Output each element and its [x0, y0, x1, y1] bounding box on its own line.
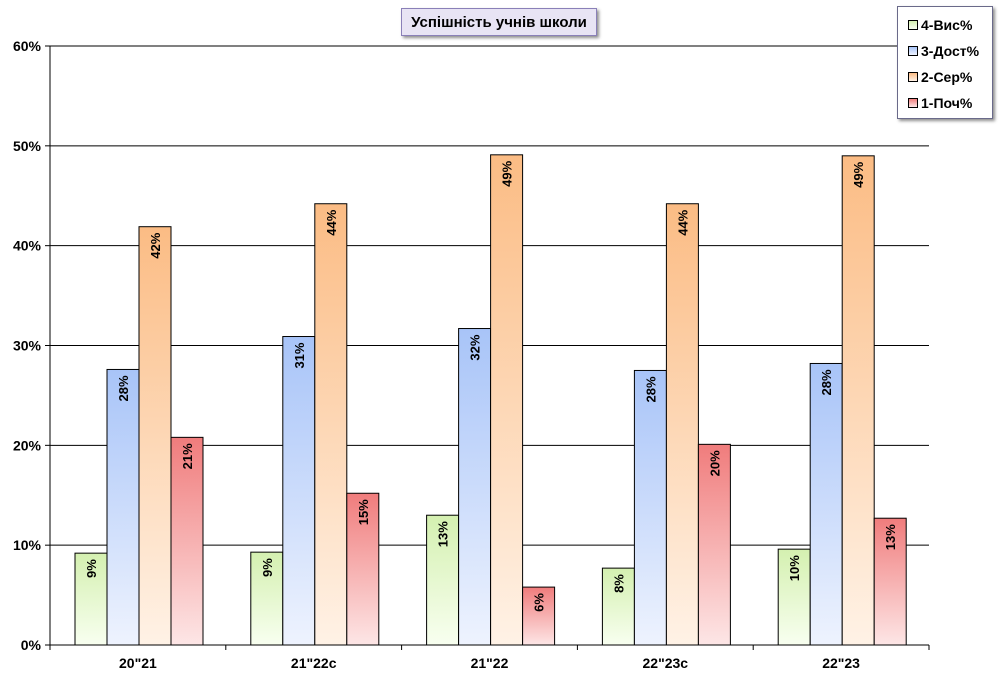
- x-category-label: 22"23: [822, 655, 860, 671]
- legend-item: 4-Вис%: [908, 12, 992, 38]
- data-label: 15%: [356, 499, 371, 525]
- x-axis-category-labels: 20"21 21"22с 21"22 22"23с 22"23: [119, 655, 860, 671]
- bar-3-2: [314, 203, 348, 646]
- legend-swatch: [908, 46, 918, 56]
- data-label: 9%: [84, 559, 99, 578]
- data-label: 49%: [851, 161, 866, 187]
- x-category-label: 21"22: [471, 655, 509, 671]
- bar-2-2: [282, 336, 316, 646]
- legend-item: 2-Сер%: [908, 64, 992, 90]
- data-label: 42%: [148, 232, 163, 258]
- data-label: 10%: [787, 555, 802, 581]
- bar-1-5: [777, 548, 811, 646]
- data-label: 28%: [116, 375, 131, 401]
- legend-swatch: [908, 72, 918, 82]
- bar-3-4: [665, 203, 699, 646]
- bar-2-5: [809, 362, 843, 646]
- bar-2-3: [458, 328, 492, 646]
- legend-label: 3-Дост%: [921, 43, 980, 59]
- y-tick-label: 30%: [13, 338, 42, 354]
- y-axis-tick-labels: 0% 10% 20% 30% 40% 50% 60%: [13, 38, 42, 653]
- bar-2-4: [633, 369, 667, 646]
- axes: [49, 46, 930, 650]
- data-label: 49%: [500, 160, 515, 186]
- data-label: 20%: [707, 450, 722, 476]
- bar-1-3: [426, 514, 460, 646]
- bar-1-2: [250, 551, 284, 646]
- legend-item: 3-Дост%: [908, 38, 992, 64]
- chart-title: Успішність учнів школи: [401, 8, 597, 36]
- data-label: 6%: [532, 593, 547, 612]
- data-label: 13%: [883, 524, 898, 550]
- legend-swatch: [908, 20, 918, 30]
- x-category-label: 20"21: [119, 655, 157, 671]
- data-label: 32%: [468, 334, 483, 360]
- data-label: 28%: [643, 376, 658, 402]
- bar-1-4: [601, 567, 635, 646]
- y-tick-label: 0%: [21, 637, 42, 653]
- x-category-label: 22"23с: [643, 655, 689, 671]
- y-tick-label: 40%: [13, 238, 42, 254]
- data-label: 44%: [675, 209, 690, 235]
- data-label: 44%: [324, 209, 339, 235]
- bar-3-5: [841, 155, 875, 646]
- legend-label: 1-Поч%: [921, 95, 973, 111]
- bar-3-1: [138, 226, 172, 646]
- data-labels: 9% 28% 42% 21% 9% 31% 44% 15% 13% 32% 49% 6% 8% 28% 44…: [84, 160, 898, 612]
- x-category-label: 21"22с: [291, 655, 337, 671]
- data-label: 13%: [436, 521, 451, 547]
- y-tick-label: 20%: [13, 437, 42, 453]
- data-label: 21%: [180, 443, 195, 469]
- legend-swatch: [908, 98, 918, 108]
- legend: 4-Вис% 3-Дост% 2-Сер% 1-Поч%: [897, 6, 993, 119]
- data-label: 9%: [260, 558, 275, 577]
- data-label: 31%: [292, 342, 307, 368]
- legend-label: 4-Вис%: [921, 17, 973, 33]
- bar-3-3: [490, 154, 524, 646]
- legend-item: 1-Поч%: [908, 90, 992, 116]
- y-tick-label: 60%: [13, 38, 42, 54]
- data-label: 8%: [611, 574, 626, 593]
- data-label: 28%: [819, 369, 834, 395]
- bars: [74, 154, 907, 646]
- bar-2-1: [106, 368, 140, 646]
- legend-label: 2-Сер%: [921, 69, 973, 85]
- bar-4-4: [697, 443, 731, 646]
- y-tick-label: 50%: [13, 138, 42, 154]
- y-tick-label: 10%: [13, 537, 42, 553]
